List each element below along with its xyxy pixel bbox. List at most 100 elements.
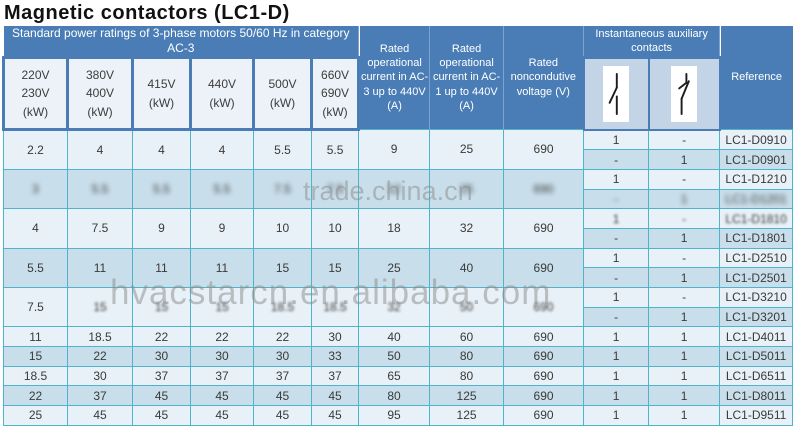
nc-count-cell: 1 bbox=[648, 267, 721, 288]
no-count-cell: 1 bbox=[583, 128, 650, 151]
kw-cell: 4 bbox=[3, 208, 68, 249]
voltage-col-500v: 500V (kW) bbox=[252, 56, 313, 131]
ac1-cell: 125 bbox=[429, 385, 505, 407]
ac1-cell: 50 bbox=[429, 286, 505, 328]
voltage-col-660v: 660V 690V (kW) bbox=[309, 56, 361, 131]
table-row: - 1 LC1-D1801 bbox=[4, 227, 793, 249]
nonconductive-voltage-header: Rated noncondutive voltage (V) bbox=[503, 26, 584, 130]
voltage-cell: 690 bbox=[503, 247, 585, 289]
voltage-cell: 690 bbox=[503, 346, 585, 367]
nc-count-cell: 1 bbox=[648, 346, 721, 367]
table-row: 5.5 11 11 11 15 15 25 40 690 1 - LC1-D25… bbox=[3, 247, 793, 289]
no-count-cell: 1 bbox=[583, 247, 650, 269]
nc-count-cell: 1 bbox=[648, 306, 721, 328]
kw-cell: 37 bbox=[190, 365, 254, 387]
nc-count-cell: - bbox=[648, 168, 721, 190]
kw-cell: 18.5 bbox=[310, 286, 360, 328]
kw-cell: 4 bbox=[67, 129, 133, 170]
no-count-cell: 1 bbox=[583, 168, 650, 190]
kw-cell: 5.5 bbox=[132, 168, 191, 210]
reference-cell: LC1-D6511 bbox=[719, 365, 793, 387]
reference-cell: LC1-D0910 bbox=[719, 128, 793, 151]
kw-cell: 18.5 bbox=[67, 326, 133, 348]
table-row: 25 45 45 45 45 45 95 125 690 1 1 LC1-D95… bbox=[3, 405, 793, 426]
reference-cell: LC1-D1201 bbox=[719, 188, 793, 210]
page-title: Magnetic contactors (LC1-D) bbox=[4, 2, 290, 24]
ac3-cell: 40 bbox=[358, 326, 431, 348]
voltage-cell: 690 bbox=[503, 129, 585, 170]
kw-cell: 22 bbox=[67, 346, 133, 367]
ac1-cell: 25 bbox=[429, 129, 505, 170]
table-row: 3 5.5 5.5 5.5 7.5 7.5 12 25 690 1 - LC1-… bbox=[3, 168, 793, 210]
kw-cell: 45 bbox=[190, 385, 254, 407]
band-header: Standard power ratings of 3-phase motors… bbox=[3, 26, 359, 58]
ac1-cell: 80 bbox=[429, 346, 505, 367]
table-row: 11 18.5 22 22 22 30 40 60 690 1 1 LC1-D4… bbox=[3, 326, 793, 348]
nc-count-cell: 1 bbox=[648, 365, 721, 387]
kw-cell: 7.5 bbox=[253, 168, 312, 210]
spec-table: Standard power ratings of 3-phase motors… bbox=[2, 26, 793, 426]
no-count-cell: - bbox=[583, 267, 650, 288]
ac3-cell: 80 bbox=[358, 385, 431, 407]
table-row: 18.5 30 37 37 37 37 65 80 690 1 1 LC1-D6… bbox=[3, 365, 793, 387]
kw-cell: 5.5 bbox=[3, 247, 68, 289]
no-count-cell: 1 bbox=[583, 326, 650, 348]
no-count-cell: 1 bbox=[583, 385, 650, 407]
voltage-col-380v: 380V 400V (kW) bbox=[66, 56, 134, 131]
header-row-columns: 220V 230V (kW) 380V 400V (kW) 415V (kW) … bbox=[2, 56, 793, 131]
table-row: 4 7.5 9 9 10 10 18 32 690 1 - LC1-D1810 bbox=[3, 208, 793, 249]
kw-cell: 2.2 bbox=[3, 129, 68, 170]
kw-cell: 37 bbox=[67, 385, 133, 407]
voltage-cell: 690 bbox=[503, 286, 585, 328]
kw-cell: 3 bbox=[3, 168, 68, 210]
kw-cell: 15 bbox=[132, 286, 191, 328]
kw-cell: 15 bbox=[67, 286, 133, 328]
kw-cell: 30 bbox=[132, 346, 191, 367]
no-count-cell: 1 bbox=[583, 287, 650, 308]
aux-contacts-header: Instantaneous auxiliary contacts bbox=[583, 26, 720, 58]
kw-cell: 11 bbox=[67, 247, 133, 289]
kw-cell: 30 bbox=[67, 365, 133, 387]
ac3-cell: 12 bbox=[358, 168, 431, 210]
kw-cell: 22 bbox=[3, 385, 68, 407]
nc-count-cell: - bbox=[648, 208, 721, 229]
kw-cell: 11 bbox=[132, 247, 191, 289]
no-contact-column bbox=[582, 56, 650, 131]
kw-cell: 5.5 bbox=[253, 129, 312, 170]
ac3-current-header: Rated operational current in AC-3 up to … bbox=[358, 26, 430, 130]
no-count-cell: 1 bbox=[583, 405, 650, 426]
reference-cell: LC1-D1810 bbox=[719, 208, 793, 229]
nc-contact-column bbox=[647, 56, 721, 131]
kw-cell: 33 bbox=[310, 346, 360, 367]
ac1-current-header: Rated operational current in AC-1 up to … bbox=[429, 26, 504, 130]
no-count-cell: - bbox=[583, 188, 650, 210]
kw-cell: 7.5 bbox=[67, 208, 133, 249]
voltage-col-440v: 440V (kW) bbox=[189, 56, 255, 131]
ac3-cell: 25 bbox=[358, 247, 431, 289]
kw-cell: 45 bbox=[190, 405, 254, 426]
reference-cell: LC1-D1210 bbox=[719, 168, 793, 190]
kw-cell: 7.5 bbox=[3, 286, 68, 328]
table-row: 7.5 15 15 15 18.5 18.5 32 50 690 1 - LC1… bbox=[3, 286, 793, 328]
reference-cell: LC1-D0901 bbox=[719, 149, 793, 170]
kw-cell: 30 bbox=[190, 346, 254, 367]
kw-cell: 5.5 bbox=[67, 168, 133, 210]
kw-cell: 45 bbox=[67, 405, 133, 426]
kw-cell: 37 bbox=[132, 365, 191, 387]
ac1-cell: 25 bbox=[429, 168, 505, 210]
reference-cell: LC1-D1801 bbox=[719, 227, 793, 249]
voltage-col-220v: 220V 230V (kW) bbox=[2, 56, 69, 131]
kw-cell: 5.5 bbox=[190, 168, 254, 210]
kw-cell: 11 bbox=[3, 326, 68, 348]
reference-cell: LC1-D4011 bbox=[719, 326, 793, 348]
voltage-col-415v: 415V (kW) bbox=[131, 56, 192, 131]
kw-cell: 18.5 bbox=[253, 286, 312, 328]
nc-count-cell: 1 bbox=[648, 385, 721, 407]
no-count-cell: 1 bbox=[583, 365, 650, 387]
kw-cell: 30 bbox=[253, 346, 312, 367]
header-row-top: Standard power ratings of 3-phase motors… bbox=[3, 26, 793, 130]
table-row: - 1 LC1-D2501 bbox=[4, 267, 793, 288]
no-contact-icon bbox=[603, 65, 630, 122]
nc-count-cell: 1 bbox=[648, 405, 721, 426]
ac3-cell: 95 bbox=[358, 405, 431, 426]
